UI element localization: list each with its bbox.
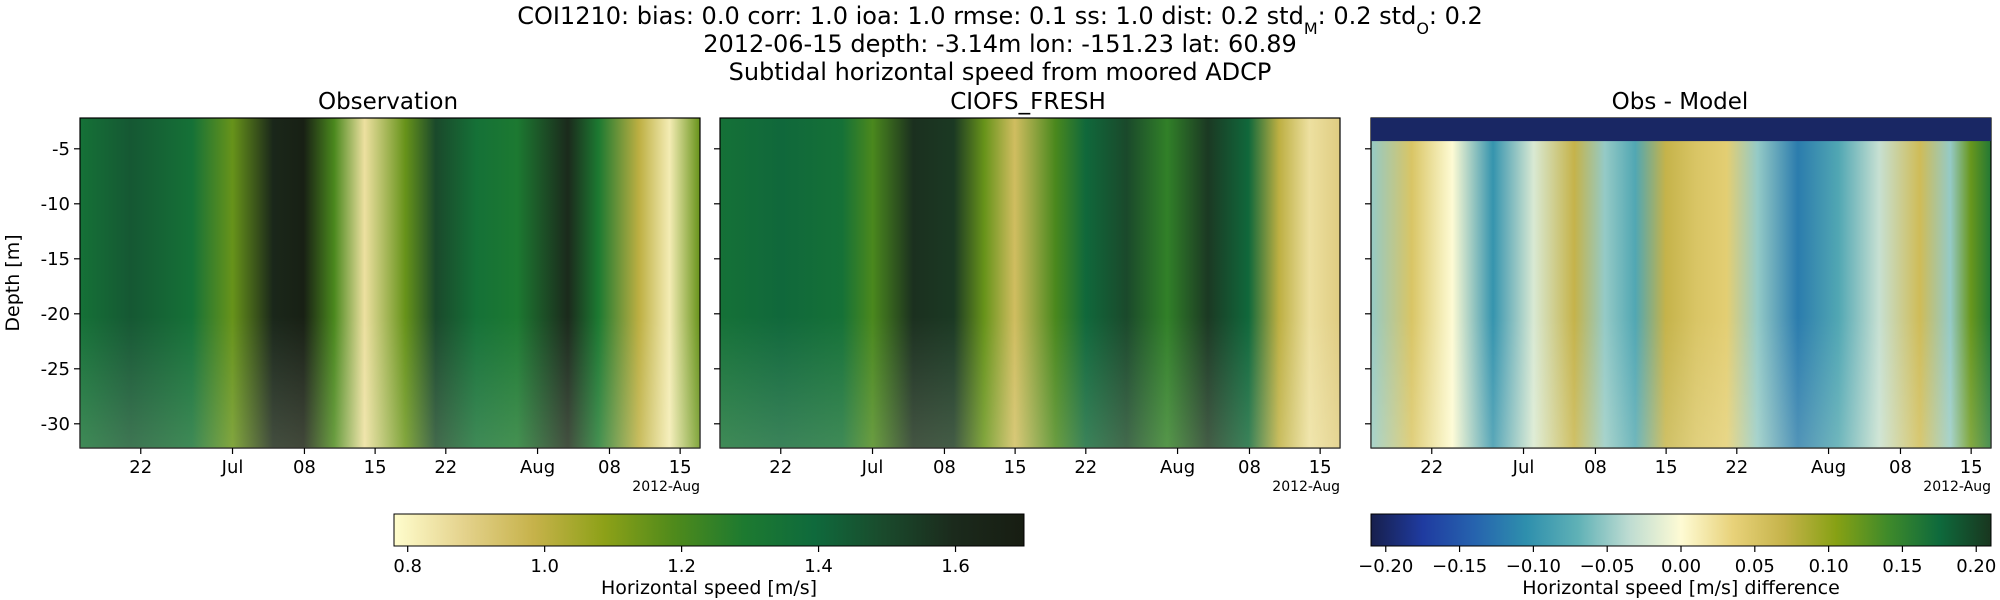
y-tick-label: -10 <box>41 194 70 215</box>
x-offset-label-difference: 2012-Aug <box>1923 479 1991 495</box>
y-tick-label: -25 <box>41 359 70 380</box>
x-tick-label: 08 <box>293 457 316 478</box>
y-ticks-observation: -5 -10 -15 -20 -25 -30 <box>41 139 80 435</box>
x-tick-label: 15 <box>1004 457 1027 478</box>
panel-title-difference: Obs - Model <box>1612 89 1749 115</box>
x-tick-label: 22 <box>129 457 152 478</box>
colorbar-speed-label: Horizontal speed [m/s] <box>601 577 817 599</box>
figure-title: COI1210: bias: 0.0 corr: 1.0 ioa: 1.0 rm… <box>517 2 1483 86</box>
y-tick-label: -5 <box>52 139 70 160</box>
panel-observation: Observation Depth [m] -5-10-15-20-25-30 … <box>2 89 701 495</box>
x-tick-label: 15 <box>669 457 692 478</box>
colorbar-speed-ticks: 0.8 1.0 1.2 1.4 1.6 <box>393 546 970 577</box>
x-tick-label: 08 <box>1889 457 1912 478</box>
depth-shading-overlay <box>720 118 1340 448</box>
colorbar-difference-label: Horizontal speed [m/s] difference <box>1522 577 1840 599</box>
x-tick-label: Jul <box>861 457 884 478</box>
x-tick-label: 08 <box>933 457 956 478</box>
x-ticks-model: 22 Jul 08 15 22 Aug 08 15 <box>769 448 1332 478</box>
x-tick-label: 22 <box>1725 457 1748 478</box>
x-tick-label: 15 <box>1655 457 1678 478</box>
x-tick-label: Jul <box>1512 457 1535 478</box>
y-axis-label: Depth [m] <box>2 234 24 331</box>
colorbar-tick-label: 0.05 <box>1735 556 1775 577</box>
colorbar-tick-label: 0.15 <box>1882 556 1922 577</box>
y-tick-label: -15 <box>41 249 70 270</box>
panel-title-observation: Observation <box>318 89 458 115</box>
colorbar-tick-label: 1.6 <box>941 556 970 577</box>
x-ticks-observation: 22 Jul 08 15 22 Aug 08 15 <box>129 448 692 478</box>
x-tick-label: Jul <box>221 457 244 478</box>
colorbar-tick-label: 1.4 <box>804 556 833 577</box>
colorbar-tick-label: 0.20 <box>1956 556 1996 577</box>
title-description-line: Subtidal horizontal speed from moored AD… <box>729 58 1272 86</box>
colorbar-tick-label: −0.10 <box>1506 556 1561 577</box>
x-tick-label: 15 <box>364 457 387 478</box>
colorbar-tick-label: 0.00 <box>1661 556 1701 577</box>
x-tick-label: 22 <box>434 457 457 478</box>
colorbar-tick-label: −0.15 <box>1432 556 1487 577</box>
panel-title-model: CIOFS_FRESH <box>950 89 1106 115</box>
colorbar-tick-label: 0.10 <box>1809 556 1849 577</box>
depth-shading-overlay <box>80 118 700 448</box>
colorbar-speed: 0.8 1.0 1.2 1.4 1.6 Horizontal speed [m/s] <box>393 513 1025 599</box>
y-ticks-model <box>714 148 720 425</box>
colorbar-tick-label: 0.8 <box>393 556 422 577</box>
colorbar-difference-ticks: −0.20 −0.15 −0.10 −0.05 0.00 0.05 0.10 0.15 0.20 <box>1358 546 1996 577</box>
x-tick-label: 15 <box>1960 457 1983 478</box>
x-offset-label-model: 2012-Aug <box>1272 479 1340 495</box>
colorbar-speed-frame <box>393 513 1025 547</box>
x-offset-label-observation: 2012-Aug <box>632 479 700 495</box>
y-ticks-difference <box>1365 148 1371 425</box>
depth-shading-overlay <box>1371 118 1991 448</box>
colorbar-difference: −0.20 −0.15 −0.10 −0.05 0.00 0.05 0.10 0.15 0.20… <box>1358 513 1996 599</box>
y-tick-label: -30 <box>41 414 70 435</box>
title-stats-line: COI1210: bias: 0.0 corr: 1.0 ioa: 1.0 rm… <box>517 2 1483 38</box>
title-location-line: 2012-06-15 depth: -3.14m lon: -151.23 la… <box>703 30 1297 58</box>
x-tick-label: 08 <box>598 457 621 478</box>
colorbar-tick-label: −0.20 <box>1358 556 1413 577</box>
surface-layer-band <box>1371 118 1991 142</box>
x-tick-label: Aug <box>1811 457 1846 478</box>
colorbar-difference-gradient <box>1371 514 1991 546</box>
x-tick-label: 08 <box>1584 457 1607 478</box>
x-ticks-difference: 22 Jul 08 15 22 Aug 08 15 <box>1420 448 1983 478</box>
x-tick-label: Aug <box>1160 457 1195 478</box>
colorbar-tick-label: 1.2 <box>667 556 696 577</box>
colorbar-tick-label: 1.0 <box>530 556 559 577</box>
panel-model: CIOFS_FRESH 22 Jul 08 15 22 Aug 08 15 2012-Aug <box>714 89 1341 495</box>
y-tick-label: -20 <box>41 304 70 325</box>
colorbar-speed-gradient <box>394 514 1024 546</box>
x-tick-label: 15 <box>1309 457 1332 478</box>
x-tick-label: Aug <box>520 457 555 478</box>
colorbar-tick-label: −0.05 <box>1580 556 1635 577</box>
x-tick-label: 08 <box>1238 457 1261 478</box>
x-tick-label: 22 <box>1074 457 1097 478</box>
panel-difference: Obs - Model 22 Jul 08 15 22 Aug 08 15 2012-Aug <box>1365 89 1992 495</box>
x-tick-label: 22 <box>769 457 792 478</box>
x-tick-label: 22 <box>1420 457 1443 478</box>
